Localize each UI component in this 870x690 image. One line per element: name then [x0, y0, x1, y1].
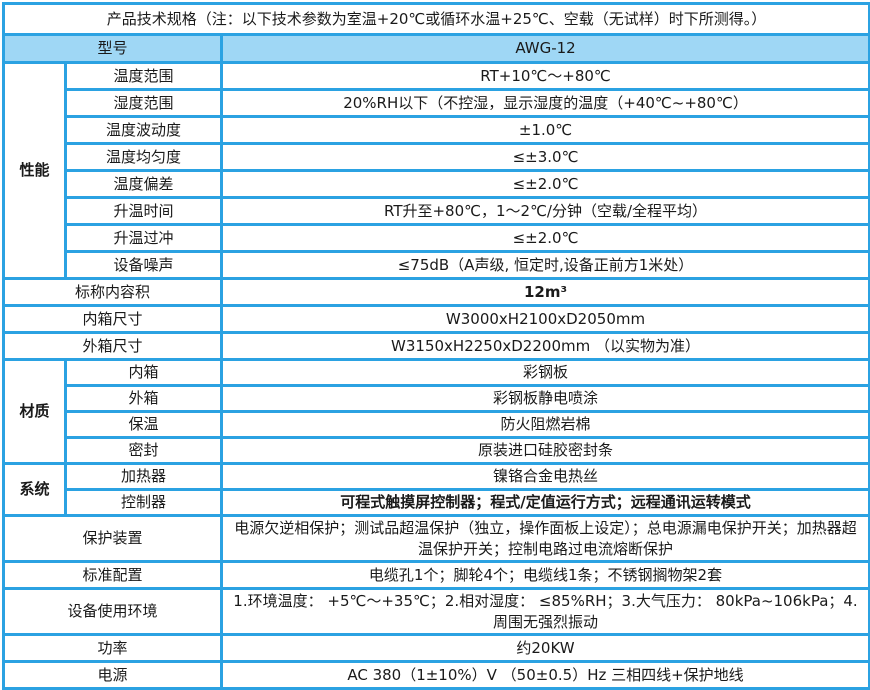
spec-value-cell: 电源欠逆相保护；测试品超温保护（独立，操作面板上设定）；总电源漏电保护开关；加热…	[219, 514, 870, 563]
spec-value-cell: 彩钢板	[219, 358, 870, 387]
spec-value-cell: AC 380（1±10%）V （50±0.5）Hz 三相四线+保护地线	[219, 660, 870, 690]
spec-label-cell: 湿度范围	[64, 88, 223, 118]
spec-value-cell: 可程式触摸屏控制器；程式/定值运行方式；远程通讯运转模式	[219, 488, 870, 517]
spec-label-cell: 温度偏差	[64, 169, 223, 199]
spec-label-cell: 加热器	[64, 462, 223, 491]
spec-value-cell: 原装进口硅胶密封条	[219, 436, 870, 465]
spec-value-cell: ±1.0℃	[219, 115, 870, 145]
spec-value-cell: RT+10℃～+80℃	[219, 61, 870, 91]
group-cell-material: 材质	[2, 358, 67, 465]
spec-value-cell: RT升至+80℃，1～2℃/分钟（空载/全程平均）	[219, 196, 870, 226]
spec-label-cell: 设备噪声	[64, 250, 223, 280]
spec-label-cell: 控制器	[64, 488, 223, 517]
spec-value-cell: ≤±2.0℃	[219, 169, 870, 199]
spec-label-cell: 内箱	[64, 358, 223, 387]
spec-label-cell: 标称内容积	[2, 277, 223, 307]
spec-label-cell: 温度均匀度	[64, 142, 223, 172]
spec-value-cell: 12m³	[219, 277, 870, 307]
spec-label-cell: 升温过冲	[64, 223, 223, 253]
spec-label-cell: 外箱尺寸	[2, 331, 223, 361]
spec-label-cell: 升温时间	[64, 196, 223, 226]
spec-label-cell: 外箱	[64, 384, 223, 413]
spec-value-cell: 镍铬合金电热丝	[219, 462, 870, 491]
spec-label-cell: 标准配置	[2, 560, 223, 590]
spec-label-cell: 电源	[2, 660, 223, 690]
spec-value-cell: W3000xH2100xD2050mm	[219, 304, 870, 334]
spec-value-cell: 彩钢板静电喷涂	[219, 384, 870, 413]
spec-label-cell: 设备使用环境	[2, 587, 223, 636]
spec-label-cell: 保温	[64, 410, 223, 439]
spec-value-cell: ≤±3.0℃	[219, 142, 870, 172]
spec-label-cell: 保护装置	[2, 514, 223, 563]
spec-value-cell: 1.环境温度： +5℃～+35℃；2.相对湿度： ≤85%RH；3.大气压力： …	[219, 587, 870, 636]
spec-label-cell: 内箱尺寸	[2, 304, 223, 334]
spec-label-cell: 功率	[2, 633, 223, 663]
spec-label-cell: 温度波动度	[64, 115, 223, 145]
spec-value-cell: 约20KW	[219, 633, 870, 663]
group-cell-system: 系统	[2, 462, 67, 517]
spec-title: 产品技术规格（注：以下技术参数为室温+20℃或循环水温+25℃、空载（无试样）时…	[1, 2, 870, 36]
spec-label-cell: 温度范围	[64, 61, 223, 91]
spec-value-cell: 电缆孔1个；脚轮4个；电缆线1条；不锈钢搁物架2套	[219, 560, 870, 590]
model-label-cell: 型号	[2, 33, 223, 64]
spec-value-cell: 20%RH以下（不控湿，显示湿度的温度（+40℃~+80℃）	[219, 88, 870, 118]
spec-value-cell: W3150xH2250xD2200mm （以实物为准）	[219, 331, 870, 361]
spec-value-cell: ≤±2.0℃	[219, 223, 870, 253]
group-cell-performance: 性能	[2, 61, 67, 280]
spec-value-cell: 防火阻燃岩棉	[219, 410, 870, 439]
spec-label-cell: 密封	[64, 436, 223, 465]
spec-value-cell: ≤75dB（A声级, 恒定时,设备正前方1米处）	[219, 250, 870, 280]
model-value-cell: AWG-12	[219, 33, 870, 64]
